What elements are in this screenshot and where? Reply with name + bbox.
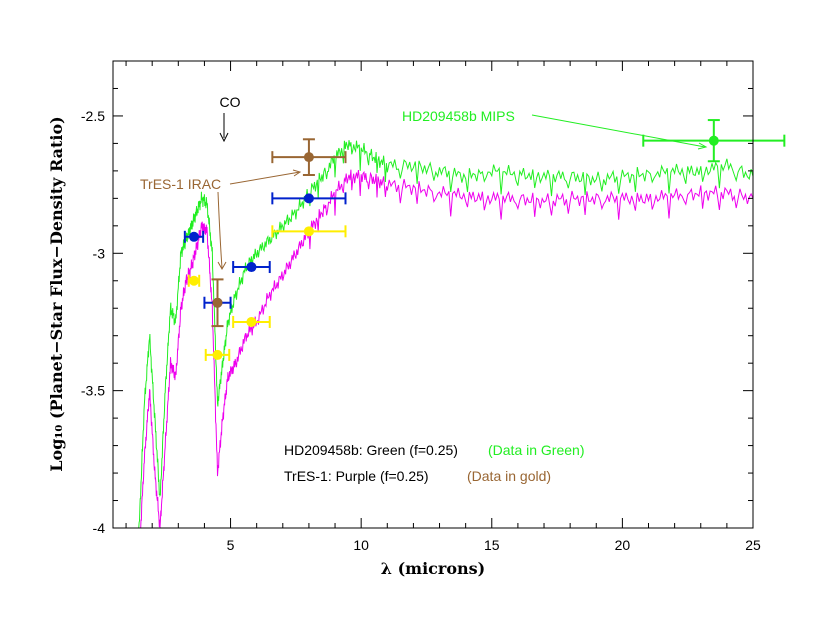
plot-frame [112,60,754,529]
x-tick-label: 15 [484,537,500,553]
x-tick-label: 20 [615,537,631,553]
y-tick-label: -3 [93,245,106,261]
x-axis-label: λ (microns) [381,559,485,578]
tres-irac-arrowhead-2 [217,261,227,271]
y-tick-label: -2.5 [81,108,105,124]
data-point [271,138,347,177]
legend-tres1-data: (Data in gold) [467,468,551,484]
data-point [211,278,224,328]
data-point [187,274,201,287]
data-point [232,315,271,328]
data-point [271,192,347,205]
mips-label: HD209458b MIPS [402,108,515,124]
data-point [642,119,786,163]
legend-tres1: TrES-1: Purple (f=0.25) [284,468,429,484]
model-curves [138,140,753,528]
data-point [183,230,205,243]
mips-arrow [531,114,706,148]
data-points [183,119,786,361]
data-point [204,348,231,361]
axis-ticks: 5 10 15 20 25 -4 -3.5 -3 -2.5 [81,60,761,553]
data-point [271,225,347,238]
tres-irac-arrowhead-1 [292,169,302,177]
series-line-tres1 [140,169,753,528]
co-arrowhead [219,132,229,143]
x-tick-label: 25 [745,537,761,553]
x-tick-label: 10 [353,537,369,553]
y-tick-label: -4 [93,520,106,536]
y-tick-label: -3.5 [81,383,105,399]
tres-irac-label: TrES-1 IRAC [140,176,221,192]
data-point [232,261,271,274]
co-label: CO [220,94,241,110]
legend-hd209458b: HD209458b: Green (f=0.25) [284,442,458,458]
tres-irac-arrow-1 [229,171,301,185]
tres-irac-arrow-2 [217,191,223,269]
series-line-hd209458b [138,140,753,528]
y-axis-label: Log₁₀ (Planet−Star Flux−Density Ratio) [47,116,66,471]
legend-hd209458b-data: (Data in Green) [488,442,584,458]
x-tick-label: 5 [227,537,235,553]
mips-arrowhead [697,142,708,150]
